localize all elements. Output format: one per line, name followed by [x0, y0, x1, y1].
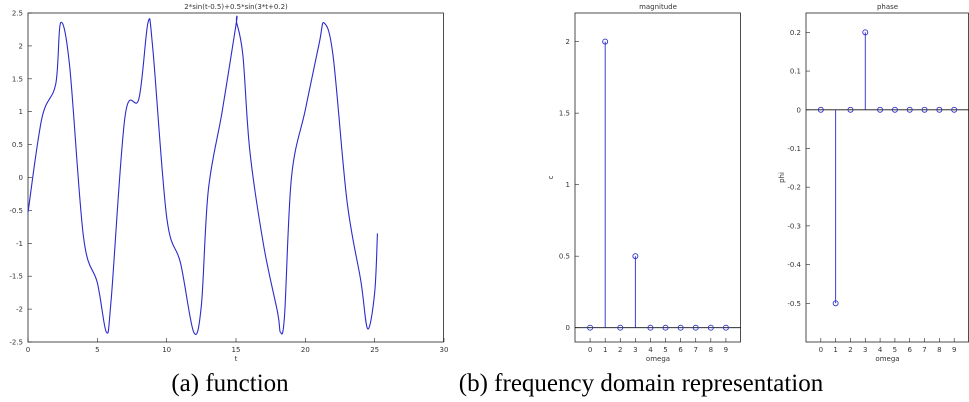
magnitude-x-tick-label: 7: [693, 346, 697, 354]
phase-x-tick-label: 5: [893, 346, 897, 354]
phase-stem-marker: [906, 106, 913, 113]
magnitude-y-tick-label: 0: [566, 324, 570, 332]
phase-plot: phase 0 1 2 3 4 5 6 7 8 9 0.2 0.1 0 -0.1 -0.2 -0.3 -0.4 -0…: [778, 3, 969, 363]
phase-stem-marker: [921, 106, 928, 113]
caption-b: (b) frequency domain representation: [459, 370, 824, 397]
phase-x-tick-label: 1: [833, 346, 837, 354]
magnitude-frame: [574, 12, 741, 343]
phase-stem-marker: [817, 106, 824, 113]
magnitude-x-tick-label: 4: [648, 346, 653, 354]
function-y-tick-label: -2: [16, 306, 23, 314]
phase-x-tick-label: 2: [848, 346, 852, 354]
magnitude-x-tick-label: 6: [678, 346, 683, 354]
phase-x-tick-label: 0: [819, 346, 823, 354]
magnitude-stem-marker: [632, 253, 639, 260]
function-series-line: [27, 15, 378, 335]
magnitude-stem-marker: [677, 324, 684, 331]
magnitude-x-tick-label: 0: [588, 346, 592, 354]
function-frame: [27, 12, 444, 343]
phase-stem-marker: [936, 106, 943, 113]
phase-x-tick-label: 7: [922, 346, 926, 354]
phase-x-tick-label: 3: [863, 346, 867, 354]
phase-x-tick-label: 6: [907, 346, 912, 354]
phase-stem-marker: [891, 106, 898, 113]
phase-x-tick-label: 9: [952, 346, 956, 354]
phase-x-tick-label: 8: [937, 346, 941, 354]
phase-y-axis-label: phi: [778, 172, 786, 183]
magnitude-stem-marker: [722, 324, 729, 331]
phase-x-tick-label: 4: [878, 346, 883, 354]
phase-y-tick-label: 0.1: [790, 68, 801, 76]
function-x-axis-label: t: [235, 355, 238, 363]
function-x-tick-label: 20: [301, 346, 310, 354]
magnitude-stem-marker: [647, 324, 654, 331]
phase-y-tick-label: -0.1: [787, 145, 801, 153]
phase-y-tick-label: -0.2: [787, 184, 801, 192]
function-y-tick-label: 2.5: [12, 10, 23, 18]
function-x-tick-label: 15: [232, 346, 241, 354]
magnitude-y-tick-label: 0.5: [559, 253, 570, 261]
magnitude-stem-marker: [602, 38, 609, 45]
magnitude-x-tick-label: 5: [663, 346, 667, 354]
function-y-tick-label: -2.5: [9, 339, 23, 347]
magnitude-x-tick-label: 2: [618, 346, 622, 354]
magnitude-stem-marker: [707, 324, 714, 331]
phase-stem-marker: [862, 29, 869, 36]
phase-y-tick-label: 0.2: [790, 29, 801, 37]
function-title: 2*sin(t-0.5)+0.5*sin(3*t+0.2): [184, 3, 288, 11]
magnitude-title: magnitude: [639, 3, 677, 11]
magnitude-x-tick-label: 8: [709, 346, 713, 354]
phase-y-tick-label: -0.5: [787, 300, 801, 308]
function-x-tick-label: 0: [26, 346, 30, 354]
phase-y-tick-label: -0.4: [787, 261, 801, 269]
phase-x-axis-label: omega: [875, 355, 899, 363]
magnitude-y-tick-label: 1: [566, 181, 570, 189]
phase-y-tick-label: -0.3: [787, 222, 801, 230]
function-y-tick-label: 0.5: [12, 141, 23, 149]
function-y-tick-label: 1: [19, 108, 23, 116]
phase-frame: [805, 12, 969, 343]
phase-stem-marker: [951, 106, 958, 113]
magnitude-plot: magnitude 0 1 2 3 4 5 6 7 8 9 2 1.5 1 0.5 0 omega c: [547, 3, 741, 363]
magnitude-y-tick-label: 1.5: [559, 110, 570, 118]
magnitude-stem-marker: [617, 324, 624, 331]
function-y-tick-label: 0: [19, 174, 23, 182]
phase-stem-marker: [832, 300, 839, 307]
magnitude-y-axis-label: c: [547, 175, 555, 179]
magnitude-x-tick-label: 3: [633, 346, 637, 354]
function-y-tick-label: -1: [16, 240, 23, 248]
function-y-tick-label: -0.5: [9, 207, 23, 215]
magnitude-stem-marker: [662, 324, 669, 331]
magnitude-x-tick-label: 1: [603, 346, 607, 354]
function-y-tick-label: -1.5: [9, 273, 23, 281]
function-plot: 2*sin(t-0.5)+0.5*sin(3*t+0.2)0 5 10 15 20 25 3…: [9, 3, 448, 363]
magnitude-x-tick-label: 9: [724, 346, 728, 354]
phase-y-tick-label: 0: [797, 106, 801, 114]
function-x-tick-label: 25: [370, 346, 379, 354]
magnitude-stem-marker: [692, 324, 699, 331]
function-x-tick-label: 10: [162, 346, 171, 354]
phase-stem-marker: [877, 106, 884, 113]
caption-a: (a) function: [171, 370, 289, 397]
function-x-tick-label: 30: [440, 346, 449, 354]
magnitude-y-tick-label: 2: [566, 38, 570, 46]
function-y-tick-label: 1.5: [12, 75, 23, 83]
function-y-tick-label: 2: [19, 42, 23, 50]
phase-stem-marker: [847, 106, 854, 113]
phase-title: phase: [877, 3, 898, 11]
function-x-tick-label: 5: [95, 346, 99, 354]
magnitude-x-axis-label: omega: [646, 355, 670, 363]
magnitude-stem-marker: [587, 324, 594, 331]
